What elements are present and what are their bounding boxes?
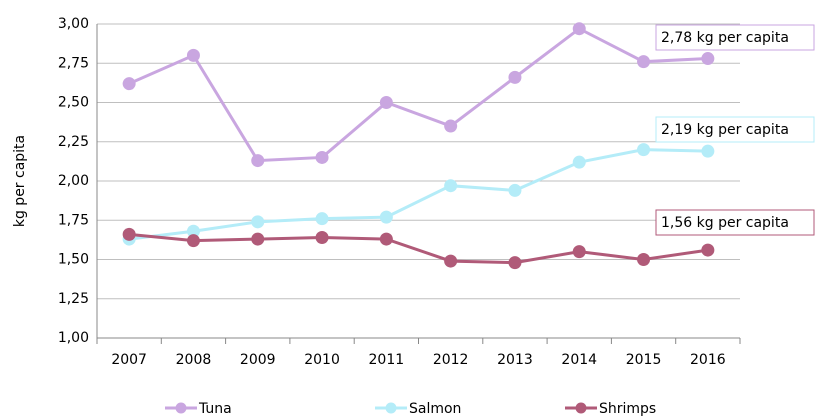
point [637, 143, 651, 157]
point [315, 231, 329, 245]
y-axis-label: kg per capita [12, 135, 28, 227]
y-tick-label: 1,75 [58, 212, 89, 228]
x-tick-label: 2012 [433, 352, 469, 368]
point [444, 179, 458, 193]
annotation-box [655, 24, 815, 51]
annotation: 2,78 kg per capita [661, 30, 789, 46]
x-tick-label: 2015 [626, 352, 662, 368]
annotation-box [655, 209, 815, 236]
x-tick-label: 2008 [176, 352, 212, 368]
point [186, 234, 200, 248]
point [122, 77, 136, 91]
y-tick-label: 2,25 [58, 134, 89, 150]
point [508, 256, 522, 270]
point [186, 224, 200, 238]
series-line [128, 26, 708, 163]
point [186, 48, 200, 62]
legend-label: Tuna [198, 401, 232, 417]
point [701, 243, 715, 257]
x-tick-label: 2011 [369, 352, 405, 368]
point [637, 253, 651, 266]
x-tick-label: 2014 [561, 352, 597, 368]
legend-marker [385, 402, 397, 414]
legend-label: Salmon [409, 401, 461, 417]
point [315, 212, 329, 226]
point [251, 154, 265, 168]
legend-marker [175, 402, 187, 414]
x-tick-label: 2010 [304, 352, 340, 368]
x-tick-label: 2007 [111, 352, 147, 368]
point [701, 52, 715, 66]
point [572, 22, 586, 36]
point [251, 215, 265, 229]
point [251, 232, 265, 246]
point [379, 96, 393, 109]
series-line [128, 148, 708, 241]
x-tick-label: 2009 [240, 352, 276, 368]
y-tick-label: 1,00 [58, 330, 89, 346]
legend-marker [575, 402, 587, 414]
x-tick-label: 2013 [497, 352, 533, 368]
point [508, 183, 522, 197]
y-tick-label: 2,00 [58, 173, 89, 189]
point [122, 227, 136, 241]
y-tick-label: 2,50 [58, 95, 89, 111]
point [637, 55, 651, 69]
y-tick-label: 1,50 [58, 252, 89, 268]
point [444, 254, 458, 268]
annotation-box [655, 116, 815, 143]
series-line [129, 232, 709, 265]
x-tick-label: 2016 [690, 352, 726, 368]
y-tick-label: 3,00 [58, 16, 89, 32]
point [315, 150, 329, 164]
legend-label: Shrimps [599, 401, 656, 417]
y-tick-label: 2,75 [58, 55, 89, 71]
y-tick-label: 1,25 [58, 291, 89, 307]
point [444, 119, 458, 133]
point [572, 155, 586, 169]
annotation: 1,56 kg per capita [661, 215, 789, 231]
point [701, 144, 715, 158]
point [572, 245, 586, 259]
point [379, 210, 393, 224]
annotation: 2,19 kg per capita [661, 122, 789, 138]
point [508, 70, 522, 84]
point [379, 232, 393, 246]
